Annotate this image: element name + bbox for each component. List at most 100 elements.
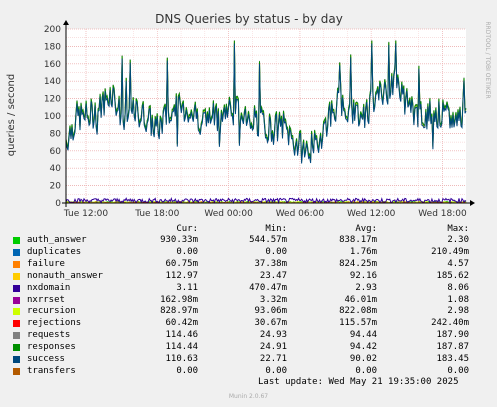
legend-value-min: 544.57m <box>249 235 287 245</box>
legend-value-min: 30.67m <box>254 318 287 329</box>
legend-swatch <box>13 344 20 352</box>
legend-value-avg: 0.00 <box>355 365 377 376</box>
legend-value-min: 0.00 <box>265 246 287 257</box>
legend-label: requests <box>27 330 71 341</box>
y-tick-label: 60 <box>50 147 62 157</box>
legend-label: duplicates <box>27 246 82 257</box>
legend-value-cur: 114.44 <box>165 342 198 353</box>
legend-value-max: 183.45 <box>436 354 469 364</box>
legend-swatch <box>13 296 20 304</box>
series-line-nxdomain <box>65 196 467 205</box>
legend-item-responses: responses 114.44 24.91 94.42 187.87 <box>13 342 483 353</box>
x-tick-label: Wed 12:00 <box>347 209 396 219</box>
y-tick-label: 100 <box>44 112 61 122</box>
legend-label: success <box>27 354 65 364</box>
legend-value-avg: 94.42 <box>349 342 377 353</box>
x-tick-label: Tue 18:00 <box>134 209 179 219</box>
header-min: Min: <box>265 224 287 234</box>
legend-item-rejections: rejections 60.42m 30.67m 115.57m 242.40m <box>13 318 483 329</box>
legend-value-cur: 60.42m <box>165 318 198 329</box>
legend-label: transfers <box>27 365 76 376</box>
legend-value-max: 8.06 <box>447 282 469 293</box>
legend-value-min: 93.06m <box>254 306 287 317</box>
x-tick-label: Wed 06:00 <box>276 209 325 219</box>
legend-value-max: 185.62 <box>436 270 469 281</box>
legend-value-min: 37.38m <box>254 258 287 269</box>
rrdtool-side-label: RRDTOOL / TOBI OETIKER <box>484 21 491 98</box>
legend-swatch <box>13 320 20 328</box>
legend-label: rejections <box>27 318 82 329</box>
legend-label: nxrrset <box>27 294 65 305</box>
y-tick-label: 140 <box>44 77 61 87</box>
y-tick-label: 0 <box>55 199 61 209</box>
legend-item-success: success 110.63 22.71 90.02 183.45 <box>13 354 483 365</box>
legend-value-min: 3.32m <box>259 294 287 305</box>
header-cur: Cur: <box>176 224 198 234</box>
legend-value-max: 187.90 <box>436 330 469 341</box>
legend-value-avg: 2.93 <box>355 282 377 293</box>
legend-value-min: 0.00 <box>265 365 287 376</box>
x-axis-arrow <box>470 200 475 206</box>
last-update: Last update: Wed May 21 19:35:00 2025 <box>258 377 459 387</box>
legend-value-min: 24.93 <box>259 330 287 341</box>
legend-value-min: 23.47 <box>259 270 287 281</box>
legend-value-max: 4.57 <box>447 258 469 269</box>
legend-value-cur: 3.11 <box>176 282 198 293</box>
legend-value-cur: 110.63 <box>165 354 198 364</box>
legend-value-cur: 930.33m <box>160 235 198 245</box>
y-axis-label: queries / second <box>6 74 17 156</box>
legend-value-max: 0.00 <box>447 365 469 376</box>
legend-value-avg: 838.17m <box>339 235 377 245</box>
legend-value-min: 470.47m <box>249 282 287 293</box>
legend-swatch <box>13 356 20 363</box>
legend-item-nonauth_answer: nonauth_answer 112.97 23.47 92.16 185.62 <box>13 271 483 282</box>
munin-footer: Munin 2.0.67 <box>228 393 269 400</box>
legend-label: responses <box>27 342 76 353</box>
y-tick-label: 180 <box>44 42 61 52</box>
legend-value-cur: 828.97m <box>160 306 198 317</box>
legend-value-min: 24.91 <box>259 342 287 353</box>
x-tick-label: Wed 00:00 <box>204 209 253 219</box>
legend-label: nxdomain <box>27 282 71 293</box>
legend-item-failure: failure 60.75m 37.38m 824.25m 4.57 <box>13 259 483 270</box>
legend-label: nonauth_answer <box>27 270 103 281</box>
header-max: Max: <box>447 224 469 234</box>
legend-item-recursion: recursion 828.97m 93.06m 822.08m 2.98 <box>13 306 483 317</box>
y-tick-labels: 0 20 40 60 80 100 120 140 160 180 200 <box>44 25 61 209</box>
legend-value-cur: 162.98m <box>160 294 198 305</box>
legend-item-nxdomain: nxdomain 3.11 470.47m 2.93 8.06 <box>13 283 483 294</box>
legend-swatch <box>13 237 20 244</box>
legend-label: recursion <box>27 306 76 317</box>
legend-label: failure <box>27 258 65 269</box>
legend-swatch <box>13 272 20 280</box>
x-tick-label: Tue 12:00 <box>63 209 108 219</box>
legend-value-cur: 0.00 <box>176 246 198 257</box>
legend-value-avg: 94.44 <box>349 330 377 341</box>
legend-value-cur: 114.46 <box>165 330 198 341</box>
legend-item-transfers: transfers 0.00 0.00 0.00 0.00 <box>13 366 483 377</box>
y-tick-label: 120 <box>44 95 61 105</box>
y-tick-label: 20 <box>50 182 62 192</box>
legend-value-avg: 822.08m <box>339 306 377 317</box>
grid <box>66 28 466 204</box>
y-tick-label: 40 <box>50 164 62 174</box>
legend-swatch <box>13 248 20 256</box>
y-axis-arrow <box>63 20 69 25</box>
legend-item-nxrrset: nxrrset 162.98m 3.32m 46.01m 1.08 <box>13 295 483 306</box>
legend-swatch <box>13 308 20 316</box>
legend-value-max: 2.98 <box>447 306 469 317</box>
legend-value-max: 210.49m <box>431 246 469 257</box>
legend-value-avg: 824.25m <box>339 258 377 269</box>
series-line-success <box>65 43 467 164</box>
legend-swatch <box>13 332 20 340</box>
chart-title: DNS Queries by status - by day <box>155 12 343 26</box>
y-tick-label: 200 <box>44 25 61 35</box>
legend-value-cur: 0.00 <box>176 365 198 376</box>
y-tick-label: 80 <box>50 129 62 139</box>
legend-value-max: 242.40m <box>431 318 469 329</box>
x-tick-label: Wed 18:00 <box>418 209 467 219</box>
legend-value-cur: 112.97 <box>165 270 198 281</box>
legend-value-max: 2.30 <box>447 235 469 245</box>
legend-value-cur: 60.75m <box>165 258 198 269</box>
